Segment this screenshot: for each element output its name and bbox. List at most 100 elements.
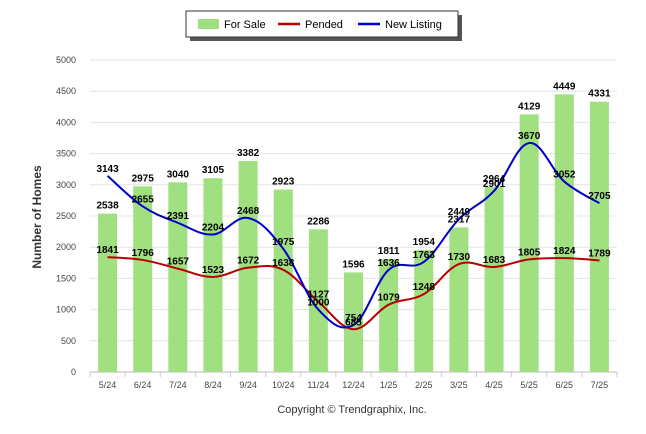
bar-for-sale [484, 187, 504, 372]
data-label-pended: 1841 [96, 245, 119, 256]
x-tick-label: 6/25 [556, 380, 574, 390]
bar-for-sale [414, 250, 434, 372]
data-label-new-listing: 2901 [483, 179, 506, 190]
y-axis-title: Number of Homes [30, 165, 44, 269]
data-label-pended: 1683 [483, 255, 506, 266]
data-label-pended: 685 [345, 317, 362, 328]
legend-label-new-listing: New Listing [385, 19, 442, 31]
legend-label-for-sale: For Sale [224, 19, 266, 31]
bar-for-sale [379, 258, 399, 372]
line-pended [107, 256, 600, 331]
data-label-pended: 1796 [132, 248, 155, 259]
legend: For Sale Pended New Listing [185, 10, 462, 41]
label-layer: 2538 2975 3040 3105 3382 2923 2286 1596 1811 1954… [96, 81, 611, 328]
data-label-for-sale: 2975 [132, 173, 155, 184]
line-layer [106, 141, 600, 331]
data-label-for-sale: 2286 [307, 216, 330, 227]
legend-box [185, 10, 459, 38]
data-label-for-sale: 1596 [342, 259, 365, 270]
x-tick-label: 10/24 [272, 380, 295, 390]
data-label-for-sale: 1954 [413, 237, 436, 248]
y-tick-label: 4500 [56, 86, 76, 96]
axis-layer: 0 500 1000 1500 2000 2500 3000 3500 4000 4500 5000… [56, 55, 617, 390]
x-tick-label: 4/25 [485, 380, 503, 390]
data-label-pended: 1127 [308, 290, 330, 301]
bar-for-sale [273, 189, 293, 372]
data-label-for-sale: 3040 [167, 169, 190, 180]
data-label-for-sale: 2317 [448, 214, 471, 225]
data-label-pended: 1638 [272, 258, 295, 269]
data-label-pended: 1079 [378, 293, 401, 304]
data-label-new-listing: 2204 [202, 222, 225, 233]
data-label-pended: 1789 [588, 248, 611, 259]
bar-for-sale [168, 182, 188, 372]
data-label-new-listing: 3670 [518, 131, 541, 142]
data-label-new-listing: 2449 [448, 207, 471, 218]
bar-for-sale [519, 114, 539, 372]
data-label-new-listing: 1763 [413, 250, 436, 261]
data-label-for-sale: 4449 [553, 81, 576, 92]
data-label-for-sale: 2538 [96, 201, 119, 212]
y-tick-label: 500 [61, 336, 76, 346]
x-tick-label: 2/25 [415, 380, 433, 390]
copyright-footer: Copyright © Trendgraphix, Inc. [277, 404, 426, 416]
data-label-new-listing: 3052 [553, 170, 576, 181]
data-label-pended: 1657 [167, 257, 190, 268]
data-label-pended: 1248 [413, 282, 436, 293]
bar-for-sale [589, 101, 609, 372]
x-tick-label: 1/25 [380, 380, 398, 390]
y-tick-label: 5000 [56, 55, 76, 65]
data-label-new-listing: 2655 [132, 194, 155, 205]
bar-for-sale [238, 160, 258, 372]
data-label-new-listing: 2468 [237, 206, 260, 217]
legend-swatch-for-sale [198, 19, 219, 29]
bar-for-sale [344, 272, 363, 372]
line-new-listing [106, 141, 600, 329]
data-label-for-sale: 4331 [588, 89, 611, 100]
data-label-for-sale: 2964 [483, 174, 506, 185]
y-tick-label: 0 [71, 367, 76, 377]
data-label-for-sale: 2923 [272, 177, 295, 188]
y-tick-label: 1500 [56, 273, 76, 283]
data-label-new-listing: 2705 [588, 191, 611, 202]
y-tick-label: 3000 [56, 180, 76, 190]
data-label-new-listing: 754 [345, 313, 362, 324]
legend-label-pended: Pended [305, 19, 343, 31]
data-label-new-listing: 1000 [307, 298, 330, 309]
y-tick-label: 2500 [56, 211, 76, 221]
data-label-new-listing: 2391 [167, 211, 190, 222]
x-tick-label: 9/24 [239, 380, 257, 390]
bar-for-sale [133, 186, 153, 372]
y-tick-label: 1000 [56, 305, 76, 315]
bar-for-sale [554, 94, 574, 373]
bar-for-sale [203, 178, 223, 372]
y-tick-label: 3500 [56, 149, 76, 159]
bar-for-sale [449, 227, 469, 372]
x-tick-label: 8/24 [204, 380, 222, 390]
data-label-pended: 1672 [237, 256, 260, 267]
x-tick-label: 7/25 [591, 380, 609, 390]
y-tick-label: 2000 [56, 242, 76, 252]
data-label-new-listing: 3143 [96, 164, 119, 175]
x-tick-label: 12/24 [342, 380, 365, 390]
data-label-new-listing: 1636 [378, 258, 401, 269]
x-tick-label: 5/24 [99, 380, 117, 390]
data-label-for-sale: 3105 [202, 165, 225, 176]
x-tick-label: 7/24 [169, 380, 187, 390]
data-label-pended: 1523 [202, 265, 225, 276]
data-label-for-sale: 4129 [518, 101, 541, 112]
data-label-pended: 1824 [553, 246, 576, 257]
x-tick-label: 11/24 [307, 380, 329, 390]
data-label-for-sale: 3382 [237, 148, 260, 159]
x-tick-label: 5/25 [520, 380, 538, 390]
x-tick-label: 6/24 [134, 380, 152, 390]
data-label-pended: 1730 [448, 252, 471, 263]
bar-for-sale [98, 213, 118, 372]
y-tick-label: 4000 [56, 117, 76, 127]
data-label-for-sale: 1811 [378, 246, 400, 257]
x-tick-label: 3/25 [450, 380, 468, 390]
data-label-new-listing: 1975 [272, 237, 295, 248]
data-label-pended: 1805 [518, 247, 541, 258]
